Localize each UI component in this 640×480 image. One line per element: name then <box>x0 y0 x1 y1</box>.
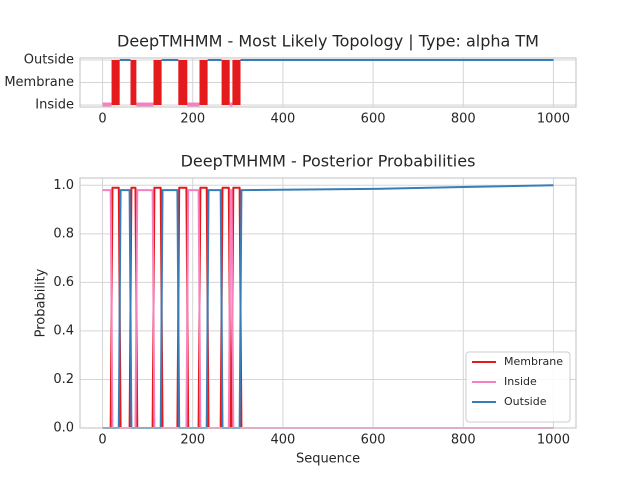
legend-label: Inside <box>504 375 537 388</box>
x-tick-label: 200 <box>180 112 205 127</box>
y-tick-label: Outside <box>24 53 74 68</box>
y-tick-label: Inside <box>35 98 74 113</box>
x-tick-label: 600 <box>361 112 386 127</box>
y-tick-label: 0.6 <box>53 275 74 290</box>
x-tick-label: 600 <box>361 433 386 448</box>
legend-label: Outside <box>504 395 547 408</box>
chart-title: DeepTMHMM - Most Likely Topology | Type:… <box>117 32 539 51</box>
legend <box>465 351 571 423</box>
x-axis-label: Sequence <box>296 452 360 467</box>
x-tick-label: 1000 <box>537 112 570 127</box>
y-tick-label: Membrane <box>4 75 74 90</box>
y-tick-label: 0.8 <box>53 226 74 241</box>
y-axis-label: Probability <box>34 268 49 337</box>
membrane-segment <box>199 60 208 105</box>
x-tick-label: 200 <box>180 433 205 448</box>
y-tick-label: 0.2 <box>53 372 74 387</box>
x-tick-label: 1000 <box>537 433 570 448</box>
membrane-segment <box>130 60 137 105</box>
y-tick-label: 0.4 <box>53 323 74 338</box>
x-tick-label: 400 <box>270 433 295 448</box>
x-tick-label: 0 <box>98 112 106 127</box>
chart-title: DeepTMHMM - Posterior Probabilities <box>181 152 476 171</box>
y-tick-label: 1.0 <box>53 178 74 193</box>
plot-frame <box>79 57 577 108</box>
membrane-segment <box>232 60 241 105</box>
y-tick-label: 0.0 <box>53 421 74 436</box>
x-tick-label: 0 <box>98 433 106 448</box>
x-tick-label: 800 <box>451 433 476 448</box>
x-tick-label: 800 <box>451 112 476 127</box>
legend-label: Membrane <box>504 355 563 368</box>
plot-frame <box>79 177 577 429</box>
membrane-segment <box>111 60 120 105</box>
membrane-segment <box>221 60 230 105</box>
membrane-segment <box>153 60 162 105</box>
x-tick-label: 400 <box>270 112 295 127</box>
membrane-segment <box>178 60 188 105</box>
